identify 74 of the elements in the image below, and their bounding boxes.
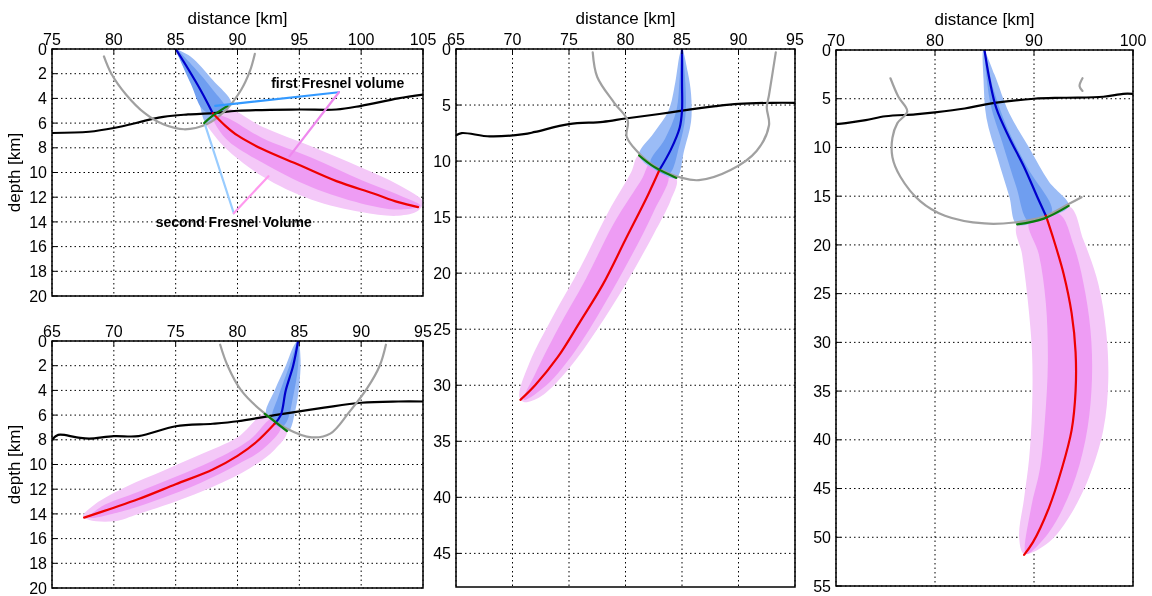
y-tick-label: 6 bbox=[38, 406, 48, 424]
x-tick-label: 105 bbox=[409, 31, 437, 48]
line-series bbox=[219, 343, 387, 439]
x-tick-label: 90 bbox=[729, 31, 748, 48]
y-tick-label: 18 bbox=[29, 262, 48, 280]
y-tick-label: 10 bbox=[29, 164, 48, 182]
y-axis-title: depth [km] bbox=[5, 424, 24, 505]
x-tick-label: 100 bbox=[1119, 32, 1147, 49]
y-tick-label: 25 bbox=[433, 320, 452, 338]
line-series bbox=[889, 77, 1083, 225]
x-tick-label: 80 bbox=[228, 323, 247, 340]
y-tick-label: 35 bbox=[813, 382, 832, 400]
y-tick-label: 16 bbox=[29, 238, 48, 256]
x-tick-label: 90 bbox=[1025, 32, 1043, 49]
y-tick-label: 25 bbox=[813, 285, 832, 303]
line-series bbox=[591, 51, 777, 182]
y-tick-label: 14 bbox=[29, 505, 48, 523]
line-series bbox=[174, 49, 214, 115]
x-tick-label: 80 bbox=[926, 32, 944, 49]
y-tick-label: 20 bbox=[813, 236, 832, 254]
y-tick-label: 20 bbox=[29, 579, 48, 596]
annotation: first Fresnel volume bbox=[271, 75, 405, 92]
y-tick-label: 6 bbox=[38, 114, 48, 132]
x-axis-title: distance [km] bbox=[575, 9, 676, 28]
y-tick-label: 14 bbox=[29, 213, 48, 231]
y-tick-label: 30 bbox=[433, 376, 452, 394]
y-tick-label: 12 bbox=[29, 188, 48, 206]
x-tick-label: 80 bbox=[104, 31, 123, 48]
y-tick-label: 2 bbox=[38, 357, 48, 375]
x-axis-title: distance [km] bbox=[934, 10, 1035, 29]
y-tick-label: 12 bbox=[29, 480, 48, 498]
y-tick-label: 8 bbox=[38, 139, 48, 157]
y-tick-label: 20 bbox=[433, 264, 452, 282]
x-axis-title: distance [km] bbox=[187, 9, 288, 28]
y-tick-label: 2 bbox=[38, 65, 48, 83]
x-tick-label: 75 bbox=[166, 323, 185, 340]
x-tick-label: 85 bbox=[166, 31, 185, 48]
x-tick-label: 70 bbox=[503, 31, 522, 48]
x-tick-label: 95 bbox=[786, 31, 804, 48]
line-series bbox=[1022, 214, 1078, 556]
y-tick-label: 4 bbox=[38, 382, 48, 399]
y-tick-label: 55 bbox=[813, 577, 832, 595]
y-tick-label: 15 bbox=[433, 208, 452, 226]
x-tick-label: 80 bbox=[616, 31, 635, 48]
y-tick-label: 10 bbox=[29, 456, 48, 474]
y-tick-label: 4 bbox=[38, 90, 48, 107]
y-tick-label: 5 bbox=[822, 90, 832, 108]
x-tick-label: 95 bbox=[414, 323, 432, 340]
annotation: second Fresnel Volume bbox=[155, 213, 313, 230]
line-series bbox=[102, 52, 256, 131]
y-tick-label: 40 bbox=[433, 488, 452, 506]
x-tick-label: 95 bbox=[290, 31, 309, 48]
x-tick-label: 85 bbox=[673, 31, 691, 48]
y-tick-label: 30 bbox=[813, 333, 832, 351]
x-tick-label: 75 bbox=[560, 31, 578, 48]
y-tick-label: 16 bbox=[29, 530, 48, 548]
x-tick-label: 70 bbox=[104, 323, 123, 340]
y-tick-label: 45 bbox=[433, 544, 452, 562]
x-tick-label: 90 bbox=[352, 323, 371, 340]
y-axis-title: depth [km] bbox=[5, 132, 24, 213]
y-tick-label: 8 bbox=[38, 431, 48, 449]
y-tick-label: 10 bbox=[813, 139, 832, 157]
x-tick-label: 85 bbox=[290, 323, 309, 340]
y-tick-label: 45 bbox=[813, 480, 832, 498]
y-tick-label: 40 bbox=[813, 431, 832, 449]
y-tick-label: 10 bbox=[433, 152, 452, 170]
y-tick-label: 35 bbox=[433, 432, 452, 450]
x-tick-label: 100 bbox=[347, 31, 375, 48]
y-tick-label: 15 bbox=[813, 187, 832, 205]
x-tick-label: 90 bbox=[228, 31, 247, 48]
y-tick-label: 20 bbox=[29, 287, 48, 305]
y-tick-label: 50 bbox=[813, 528, 832, 546]
y-tick-label: 5 bbox=[442, 96, 452, 114]
y-tick-label: 18 bbox=[29, 554, 48, 572]
